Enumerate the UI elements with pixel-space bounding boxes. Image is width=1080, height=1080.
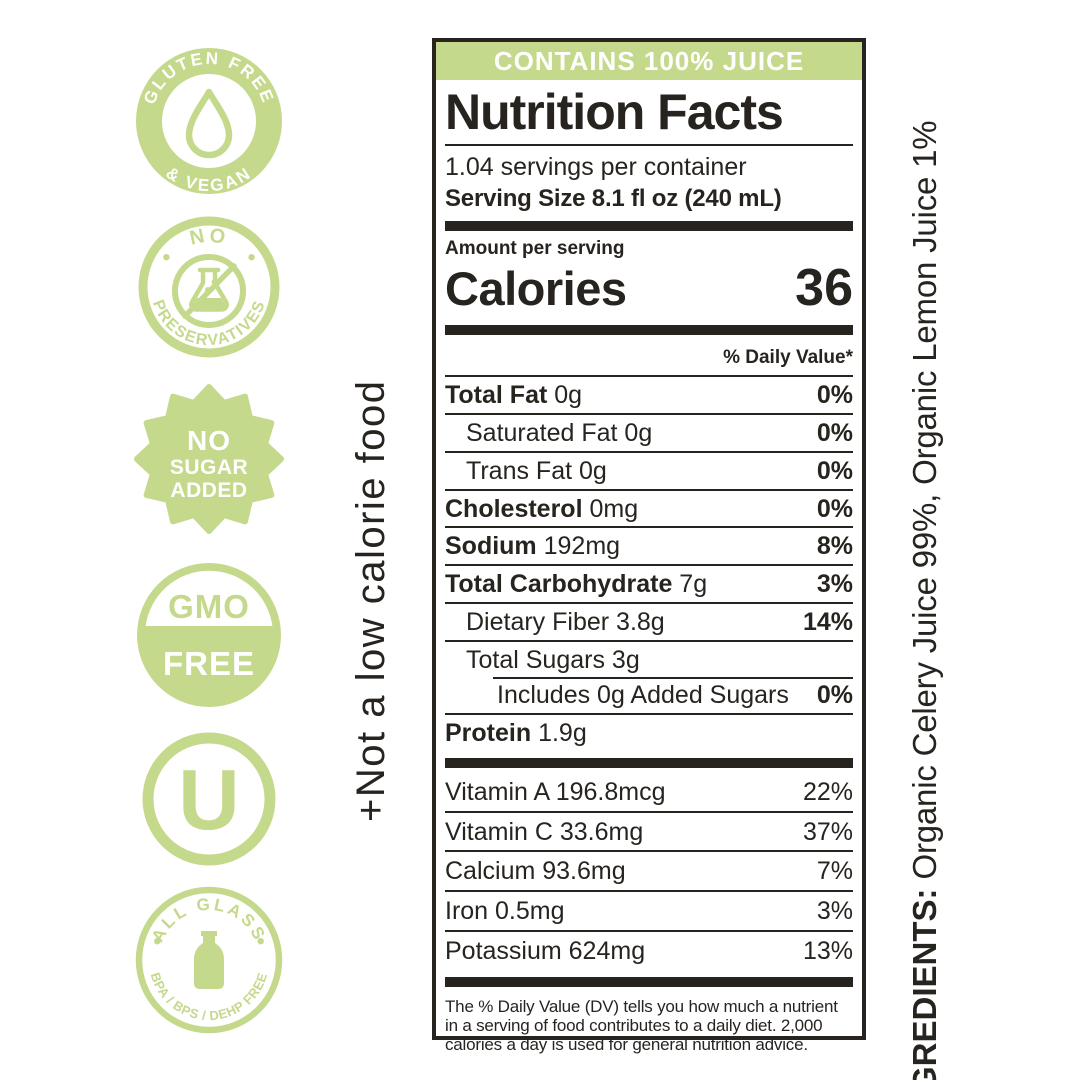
daily-value-pct: 14% xyxy=(802,607,853,636)
badge-line: SUGAR xyxy=(170,456,248,479)
starburst-shape xyxy=(134,384,284,534)
juice-banner: CONTAINS 100% JUICE xyxy=(436,42,862,80)
daily-value-footnote: The % Daily Value (DV) tells you how muc… xyxy=(445,996,838,1055)
glass-bottle-icon xyxy=(194,931,224,989)
amount-per-serving-label: Amount per serving xyxy=(445,238,625,260)
badge-all-glass: ALL GLASS BPA / BPS / DEHP FREE xyxy=(134,885,284,1035)
badge-line: FREE xyxy=(163,645,255,682)
daily-value-pct: 0% xyxy=(816,419,853,448)
nutrient-row-cholesterol: Cholesterol 0mg 0% xyxy=(445,488,853,527)
daily-value-pct: 0% xyxy=(816,494,853,523)
serving-size: Serving Size 8.1 fl oz (240 mL) xyxy=(445,185,782,213)
micronutrient-row-calcium: Calcium 93.6mg 7% xyxy=(445,850,853,890)
micronutrient-row-vitamin-a: Vitamin A 196.8mcg 22% xyxy=(445,777,853,806)
badge-arc-text: NO xyxy=(188,224,227,249)
nutrition-title: Nutrition Facts xyxy=(445,80,853,146)
nutrient-row-total-sugars: Total Sugars 3g xyxy=(445,639,853,678)
dot-separator xyxy=(257,938,264,945)
daily-value-pct: 13% xyxy=(802,936,853,965)
thick-divider xyxy=(445,325,853,336)
badge-line: ADDED xyxy=(170,479,247,502)
badge-no-sugar-added: NO SUGAR ADDED xyxy=(134,384,284,534)
nutrient-row-protein: Protein 1.9g xyxy=(445,713,853,751)
daily-value-pct: 3% xyxy=(816,897,853,926)
water-drop-icon xyxy=(185,88,233,159)
daily-value-pct: 7% xyxy=(816,857,853,886)
low-calorie-footnote-vertical: +Not a low calorie food xyxy=(349,379,393,822)
nutrient-row-sodium: Sodium 192mg 8% xyxy=(445,526,853,564)
daily-value-pct: 3% xyxy=(816,570,853,599)
badge-no-preservatives: NO PRESERVATIVES xyxy=(134,212,284,362)
badge-line: GMO xyxy=(168,588,250,625)
nutrient-row-saturated-fat: Saturated Fat 0g 0% xyxy=(445,413,853,451)
daily-value-pct: 37% xyxy=(802,817,853,846)
ingredients-vertical: INGREDIENTS: Organic Celery Juice 99%, O… xyxy=(906,121,944,1080)
micronutrient-row-vitamin-c: Vitamin C 33.6mg 37% xyxy=(445,810,853,851)
calories-value: 36 xyxy=(795,259,853,318)
badge-line: NO xyxy=(187,425,231,456)
ingredients-text: Organic Celery Juice 99%, Organic Lemon … xyxy=(906,120,943,889)
dot-separator xyxy=(248,254,255,261)
nutrient-row-added-sugars: Includes 0g Added Sugars 0% xyxy=(445,677,853,713)
nutrient-row-total-fat: Total Fat 0g 0% xyxy=(445,375,853,413)
nutrition-label: CONTAINS 100% JUICE Nutrition Facts 1.04… xyxy=(432,38,866,1054)
nutrient-row-dietary-fiber: Dietary Fiber 3.8g 14% xyxy=(445,601,853,640)
servings-per-container: 1.04 servings per container xyxy=(445,153,747,181)
flask-crossed-icon xyxy=(172,254,246,328)
thick-divider xyxy=(445,976,853,987)
dot-separator xyxy=(154,938,161,945)
daily-value-pct: 22% xyxy=(802,777,853,806)
ingredients-label: INGREDIENTS: xyxy=(906,888,943,1080)
micronutrient-row-potassium: Potassium 624mg 13% xyxy=(445,929,853,970)
badge-gluten-free-vegan: GLUTEN FREE & VEGAN xyxy=(134,46,284,196)
svg-text:NO: NO xyxy=(188,224,230,249)
calories-label: Calories xyxy=(445,262,627,316)
daily-value-header: % Daily Value* xyxy=(723,347,853,369)
nutrient-row-total-carbohydrate: Total Carbohydrate 7g 3% xyxy=(445,564,853,602)
badge-gmo-free: GMO FREE xyxy=(134,560,284,710)
kosher-u-letter: U xyxy=(178,753,239,848)
daily-value-pct: 0% xyxy=(816,681,853,710)
thick-divider xyxy=(445,757,853,768)
daily-value-pct: 0% xyxy=(816,456,853,485)
dot-separator xyxy=(163,254,170,261)
micronutrient-row-iron: Iron 0.5mg 3% xyxy=(445,890,853,930)
badge-top-half xyxy=(145,570,273,626)
daily-value-pct: 0% xyxy=(816,381,853,410)
nutrient-row-trans-fat: Trans Fat 0g 0% xyxy=(445,450,853,489)
badge-kosher-u: U xyxy=(134,724,284,874)
daily-value-pct: 8% xyxy=(816,532,853,561)
thick-divider xyxy=(445,221,853,232)
